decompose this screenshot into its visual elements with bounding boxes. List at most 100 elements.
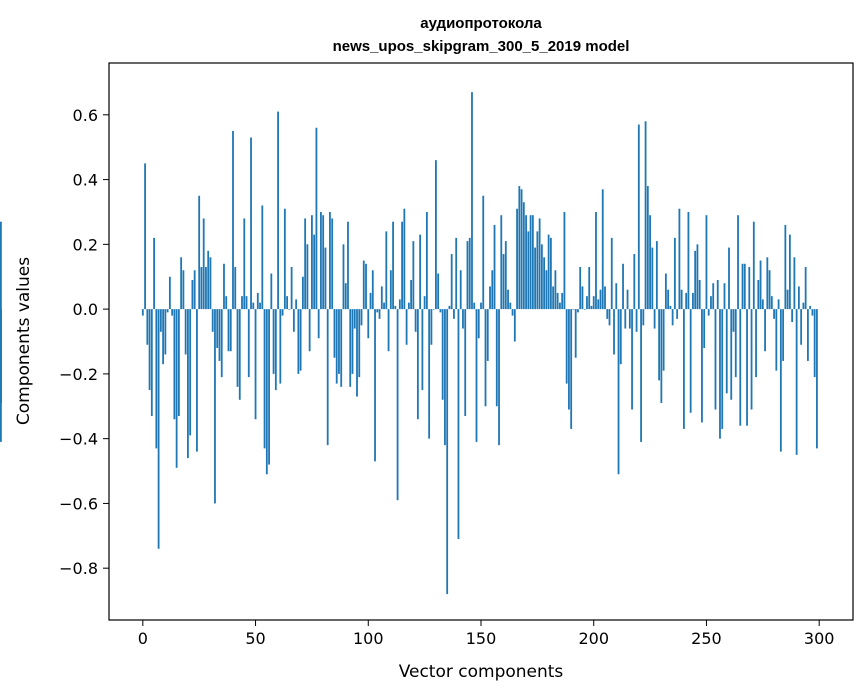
- bar: [741, 263, 744, 310]
- bar: [588, 267, 591, 310]
- bar: [583, 309, 586, 310]
- bar: [281, 309, 284, 316]
- bar: [232, 131, 234, 310]
- bar: [387, 309, 390, 352]
- bar: [800, 309, 803, 345]
- bar: [247, 309, 250, 378]
- bar: [383, 302, 385, 310]
- bar: [757, 279, 760, 310]
- bar: [732, 309, 735, 332]
- bar: [401, 221, 403, 310]
- bar: [164, 309, 167, 355]
- bar: [739, 309, 742, 426]
- bar: [737, 215, 739, 310]
- bar: [301, 276, 304, 310]
- bar: [489, 286, 491, 310]
- bar: [428, 309, 431, 439]
- bar: [365, 263, 367, 310]
- bar: [673, 237, 676, 310]
- bar: [421, 309, 424, 391]
- bar: [522, 202, 525, 310]
- bar: [324, 247, 327, 310]
- bar: [507, 289, 509, 310]
- bar: [561, 292, 564, 310]
- bar: [577, 309, 579, 313]
- bar: [187, 309, 189, 459]
- y-axis-ticks: 0.6 0.4 0.2 0.0 −0.2 −0.4 −0.6 −0.8: [59, 106, 109, 578]
- y-tick-label: 0.0: [73, 300, 98, 319]
- bar: [405, 309, 408, 345]
- bar: [696, 244, 699, 310]
- bar: [484, 309, 487, 407]
- bar: [752, 221, 755, 310]
- bar: [207, 250, 210, 310]
- bar: [430, 309, 433, 345]
- bar: [766, 257, 769, 310]
- bar: [338, 309, 340, 374]
- x-tick-label: 300: [804, 629, 835, 648]
- bar: [692, 292, 694, 310]
- bar: [468, 237, 471, 310]
- bar: [613, 309, 615, 355]
- x-tick-label: 0: [138, 629, 148, 648]
- bar: [599, 289, 602, 310]
- bar: [601, 189, 604, 310]
- bar: [191, 279, 194, 310]
- x-tick-label: 50: [245, 629, 265, 648]
- bar: [462, 309, 464, 329]
- bar: [547, 234, 550, 310]
- bar: [597, 299, 600, 310]
- bar: [166, 309, 169, 313]
- bar: [419, 234, 422, 310]
- bar: [177, 309, 180, 416]
- bar: [374, 309, 376, 462]
- bar: [743, 263, 746, 310]
- bar: [784, 224, 787, 310]
- bar: [637, 124, 640, 310]
- bar: [788, 234, 791, 310]
- bar: [225, 296, 228, 310]
- bar: [797, 286, 800, 310]
- bar: [536, 231, 539, 310]
- bar: [646, 186, 649, 310]
- bar: [504, 241, 507, 310]
- bar: [157, 309, 160, 549]
- bar: [473, 302, 476, 310]
- bar: [707, 309, 710, 316]
- bar: [306, 244, 309, 310]
- bar: [171, 309, 174, 316]
- bar: [256, 292, 259, 310]
- bar: [241, 296, 243, 310]
- bar: [592, 296, 595, 310]
- bar: [317, 309, 320, 339]
- bar: [651, 247, 654, 310]
- bar: [495, 309, 498, 407]
- bar: [457, 309, 460, 540]
- bar: [148, 309, 151, 391]
- bar: [678, 208, 681, 310]
- bar: [653, 309, 656, 329]
- bar: [360, 309, 363, 326]
- bar: [227, 309, 230, 352]
- bar: [543, 257, 546, 310]
- bar: [425, 211, 428, 310]
- bar: [683, 309, 685, 429]
- bar: [664, 273, 667, 310]
- bar: [721, 309, 724, 429]
- bar: [320, 211, 322, 310]
- bar: [586, 296, 588, 310]
- bar: [254, 309, 257, 420]
- bar: [809, 305, 812, 310]
- bar: [288, 309, 291, 310]
- chart-title-line1: аудиопротокола: [420, 15, 542, 32]
- bar: [0, 309, 2, 404]
- y-tick-label: 0.4: [73, 171, 98, 190]
- bar: [286, 296, 289, 310]
- bar: [764, 309, 766, 352]
- bar: [610, 237, 613, 310]
- bar: [245, 296, 248, 310]
- bar: [719, 309, 721, 439]
- bar: [464, 309, 467, 416]
- bar: [775, 309, 778, 371]
- bar: [680, 289, 683, 310]
